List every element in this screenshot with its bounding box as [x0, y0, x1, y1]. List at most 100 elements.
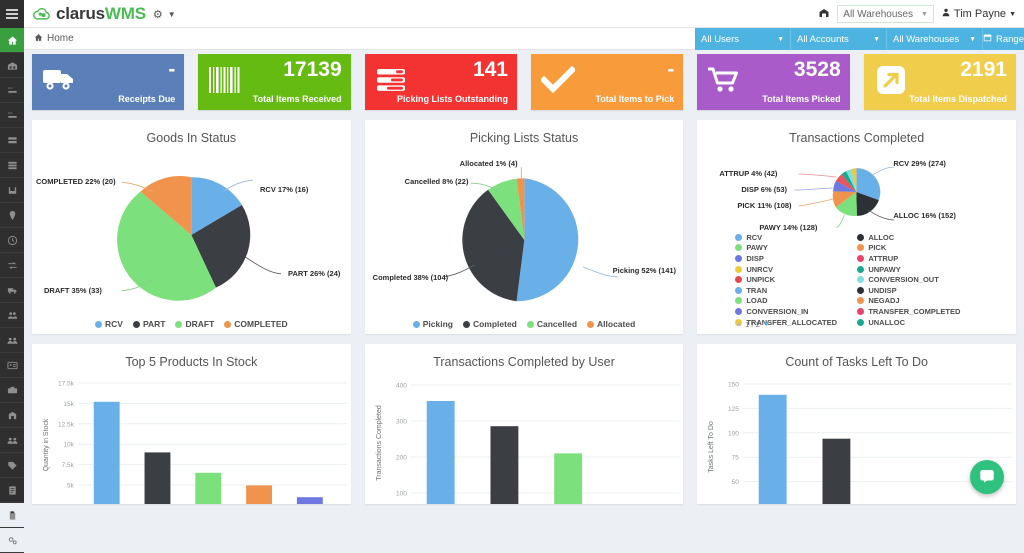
- legend-item-attrup[interactable]: ATTRUP: [857, 253, 1024, 264]
- legend-item-picking[interactable]: Picking: [412, 319, 453, 329]
- legend-label: PICK: [868, 243, 887, 253]
- warehouse-select[interactable]: All Warehouses ▼: [837, 5, 934, 23]
- legend-item-conversion-out[interactable]: CONVERSION_OUT: [857, 274, 1024, 285]
- pie-label-disp: DISP 6% (53): [741, 185, 788, 194]
- legend-item-unalloc[interactable]: UNALLOC: [857, 317, 1024, 328]
- dispatch-arrow-icon: [873, 62, 909, 98]
- user-menu[interactable]: Tim Payne ▼: [941, 7, 1016, 21]
- sidebar-item-users[interactable]: [0, 303, 24, 328]
- sidebar-item-location[interactable]: [0, 203, 24, 228]
- legend-label: TRAN: [746, 285, 768, 295]
- chart-transactions-completed-by-user: 400 300 200 100 Transactions Completed: [365, 371, 684, 504]
- legend-dot: [526, 320, 534, 328]
- legend-item-undisp[interactable]: UNDISP: [857, 285, 1024, 296]
- legend-item-rcv[interactable]: RCV: [95, 319, 123, 329]
- legend-dot: [95, 320, 102, 328]
- legend-dot: [857, 286, 865, 294]
- legend-item-rcv[interactable]: RCV: [735, 232, 853, 243]
- legend-label: CONVERSION_IN: [746, 306, 809, 316]
- legend-item-allocated[interactable]: Allocated: [587, 319, 635, 329]
- filter-date-range[interactable]: Range: [983, 28, 1024, 50]
- sidebar-item-people[interactable]: [0, 428, 24, 453]
- sidebar-item-settings[interactable]: [0, 528, 24, 553]
- legend-item-unpick[interactable]: UNPICK: [735, 274, 853, 285]
- sidebar-item-truck[interactable]: [0, 278, 24, 303]
- pager-text: 1 / 2: [745, 320, 760, 329]
- legend-item-part[interactable]: PART: [132, 319, 165, 329]
- pager-up-icon[interactable]: ▲: [735, 321, 743, 328]
- gear-icon[interactable]: ⚙: [152, 8, 163, 21]
- sidebar-item-clock[interactable]: [0, 228, 24, 253]
- sidebar-item-warehouse[interactable]: [0, 53, 24, 78]
- chat-bubble-icon: [978, 467, 996, 488]
- warehouse-select-value: All Warehouses: [843, 8, 913, 20]
- chevron-down-icon[interactable]: ▼: [167, 9, 176, 19]
- filter-warehouses[interactable]: All Warehouses ▼: [887, 28, 983, 50]
- pie-label-rcv: RCV 17% (16): [260, 185, 309, 194]
- sidebar-item-archive[interactable]: [0, 403, 24, 428]
- legend-item-cancelled[interactable]: Cancelled: [526, 319, 577, 329]
- pager-down-icon[interactable]: ▼: [762, 321, 770, 328]
- sidebar-item-home[interactable]: [0, 28, 24, 53]
- legend-item-tran[interactable]: TRAN: [735, 285, 853, 296]
- legend-item-pawy[interactable]: PAWY: [735, 243, 853, 254]
- kpi-total-items-to-pick[interactable]: - Total Items to Pick: [530, 54, 684, 110]
- kpi-receipts-due[interactable]: - Receipts Due: [32, 54, 185, 110]
- legend-dot: [735, 286, 743, 294]
- legend-item-disp[interactable]: DISP: [735, 253, 853, 264]
- legend-item-alloc[interactable]: ALLOC: [857, 232, 1024, 243]
- sidebar-item-inbound[interactable]: ««: [0, 78, 24, 103]
- sidebar-item-outbound[interactable]: »»: [0, 103, 24, 128]
- sidebar-item-bin[interactable]: [0, 178, 24, 203]
- svg-text:200: 200: [396, 454, 407, 461]
- breadcrumb: Home: [24, 28, 695, 50]
- filter-users[interactable]: All Users ▼: [695, 28, 791, 50]
- legend-item-unrcv[interactable]: UNRCV: [735, 264, 853, 275]
- legend-item-unpawy[interactable]: UNPAWY: [857, 264, 1024, 275]
- filter-accounts[interactable]: All Accounts ▼: [791, 28, 887, 50]
- legend-item-transfer-allocated[interactable]: TRANSFER_ALLOCATED: [735, 317, 853, 328]
- legend-item-conversion-in[interactable]: CONVERSION_IN: [735, 306, 853, 317]
- sidebar-item-exchange[interactable]: [0, 253, 24, 278]
- sidebar-item-id-card[interactable]: [0, 353, 24, 378]
- filter-bar: All Users ▼ All Accounts ▼ All Warehouse…: [695, 28, 1024, 50]
- pie-label-completed: Completed 38% (104): [372, 273, 449, 282]
- brand-logo[interactable]: clarusWMS ⚙ ▼: [32, 0, 176, 28]
- legend-pager[interactable]: ▲ 1 / 2 ▼: [735, 320, 769, 329]
- kpi-picking-lists-outstanding[interactable]: 141 Picking Lists Outstanding: [364, 54, 517, 110]
- kpi-total-items-dispatched[interactable]: 2191 Total Items Dispatched: [863, 54, 1016, 110]
- sidebar-item-group[interactable]: [0, 328, 24, 353]
- legend-item-transfer-completed[interactable]: TRANSFER_COMPLETED: [857, 306, 1024, 317]
- kpi-cards: - Receipts Due 17139 Total Items Receive…: [32, 54, 1016, 110]
- hamburger-icon[interactable]: [0, 0, 24, 28]
- legend-label: PAWY: [746, 243, 768, 253]
- legend-item-load[interactable]: LOAD: [735, 296, 853, 307]
- support-chat-button[interactable]: [970, 460, 1005, 494]
- breadcrumb-label[interactable]: Home: [47, 33, 74, 44]
- legend-item-pick[interactable]: PICK: [857, 243, 1024, 254]
- kpi-value: 3528: [793, 58, 841, 81]
- top-right-controls: All Warehouses ▼ Tim Payne ▼: [818, 0, 1016, 28]
- chevron-down-icon: ▼: [1009, 10, 1016, 18]
- legend-label: LOAD: [746, 296, 768, 306]
- panel-title: Top 5 Products In Stock: [125, 355, 258, 369]
- chevron-down-icon: ▼: [777, 35, 784, 43]
- legend-item-negadj[interactable]: NEGADJ: [857, 296, 1024, 307]
- kpi-total-items-received[interactable]: 17139 Total Items Received: [198, 54, 351, 110]
- legend-dot: [735, 307, 743, 315]
- sidebar-item-inbox[interactable]: [0, 378, 24, 403]
- sidebar-item-stock[interactable]: [0, 153, 24, 178]
- kpi-total-items-picked[interactable]: 3528 Total Items Picked: [697, 54, 850, 110]
- clarus-cloud-icon: [32, 5, 51, 24]
- sidebar-item-tag[interactable]: [0, 453, 24, 478]
- outbound-icon: »»: [7, 110, 18, 121]
- legend-item-completed[interactable]: COMPLETED: [224, 319, 288, 329]
- sidebar-item-file[interactable]: [0, 503, 24, 528]
- legend-item-completed[interactable]: Completed: [462, 319, 517, 329]
- legend-item-draft[interactable]: DRAFT: [175, 319, 214, 329]
- sidebar-item-report[interactable]: [0, 478, 24, 503]
- warehouse-icon: [818, 7, 830, 22]
- dashboard-content: - Receipts Due 17139 Total Items Receive…: [24, 50, 1024, 504]
- sidebar-item-lists[interactable]: [0, 128, 24, 153]
- top-bar: clarusWMS ⚙ ▼ All Warehouses ▼ Tim Payne…: [0, 0, 1024, 28]
